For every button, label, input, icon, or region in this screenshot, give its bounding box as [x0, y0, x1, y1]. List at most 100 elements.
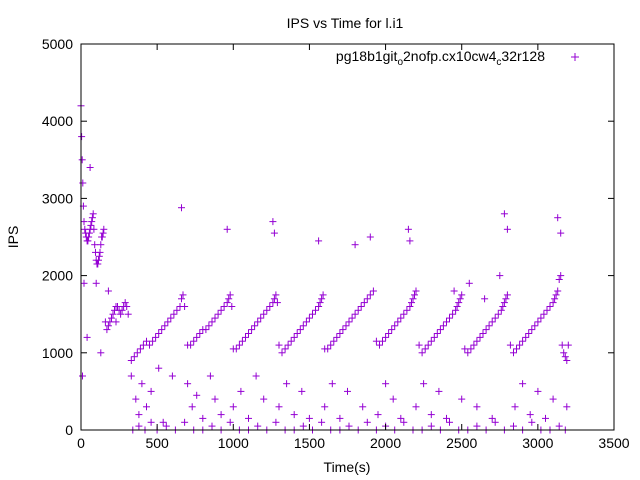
data-point [266, 303, 274, 310]
data-point [376, 341, 383, 349]
data-point [124, 310, 132, 318]
data-point [97, 349, 105, 357]
data-point [88, 214, 96, 222]
data-point [476, 333, 484, 341]
data-point [465, 279, 473, 287]
data-point [366, 291, 374, 299]
data-point [187, 341, 195, 349]
data-point [89, 210, 97, 218]
x-tick-label: 3000 [522, 435, 553, 451]
data-point [269, 218, 277, 226]
data-point [519, 380, 527, 388]
data-point [427, 411, 435, 419]
data-point [473, 337, 481, 345]
data-point [351, 241, 359, 249]
data-point [385, 330, 393, 337]
data-point [369, 287, 377, 295]
data-point [552, 291, 560, 299]
data-point [104, 322, 112, 330]
data-point [135, 422, 143, 430]
data-point [132, 395, 140, 403]
data-point [90, 225, 98, 233]
legend-label: pg18b1gito2nofp.cx10cw4c32r128 [336, 48, 545, 68]
data-point [473, 403, 481, 411]
data-point [214, 310, 222, 318]
data-point [506, 341, 514, 349]
data-point [359, 403, 367, 411]
data-point [345, 422, 353, 430]
data-point [315, 303, 323, 310]
data-point [312, 306, 319, 314]
data-point [488, 318, 496, 326]
data-point [85, 229, 93, 237]
data-point [499, 303, 507, 310]
data-point [96, 248, 104, 256]
data-point [95, 252, 103, 260]
legend-label-part-3: 32r128 [501, 48, 545, 64]
data-point [273, 299, 281, 307]
data-point [357, 303, 365, 310]
data-point [130, 353, 138, 361]
data-point [118, 306, 126, 314]
data-point [315, 237, 323, 245]
data-point [516, 341, 524, 349]
data-point [554, 214, 562, 222]
data-point [193, 391, 201, 399]
data-point [164, 318, 172, 326]
data-point [374, 411, 382, 419]
data-point [473, 422, 481, 430]
data-point [324, 345, 332, 353]
data-point [453, 303, 461, 310]
data-point [133, 349, 141, 357]
data-point [281, 345, 289, 353]
data-point [109, 310, 117, 318]
data-point [497, 306, 505, 314]
data-point [554, 287, 562, 295]
data-point [170, 310, 178, 318]
data-point [427, 337, 435, 345]
data-point [328, 380, 336, 388]
data-point [252, 372, 260, 380]
data-point [112, 318, 120, 326]
data-point [461, 345, 469, 353]
data-point [557, 229, 565, 237]
data-point [363, 418, 371, 426]
data-point [351, 310, 359, 318]
data-point [293, 330, 301, 337]
data-point [127, 357, 135, 364]
data-point [418, 349, 426, 357]
data-point [391, 322, 399, 330]
data-point [397, 314, 405, 322]
legend-label-part-2: 2nofp.cx10cw4 [403, 48, 497, 64]
data-point [235, 341, 243, 349]
legend-marker [571, 53, 579, 61]
data-point [155, 364, 163, 372]
data-point [202, 326, 210, 334]
data-point [421, 345, 429, 353]
data-point [196, 330, 204, 337]
data-point [446, 418, 453, 426]
data-point [188, 403, 196, 411]
data-point [270, 229, 278, 237]
data-point [382, 380, 390, 388]
data-point [488, 414, 496, 422]
data-point [85, 233, 93, 241]
data-point [135, 411, 143, 419]
y-axis-label: IPS [5, 226, 21, 249]
data-point [339, 326, 347, 334]
data-point [388, 326, 396, 334]
data-point [510, 349, 517, 357]
data-point [98, 233, 106, 241]
y-tick-label: 3000 [42, 190, 73, 206]
data-point [420, 380, 428, 388]
y-tick-label: 1000 [42, 345, 73, 361]
data-point [245, 330, 252, 337]
data-point [223, 299, 231, 307]
data-point [123, 303, 131, 310]
data-point [284, 341, 292, 349]
data-point [404, 225, 412, 233]
data-point [456, 295, 464, 303]
data-point [205, 322, 213, 330]
data-point [211, 395, 219, 403]
data-point [136, 345, 144, 353]
